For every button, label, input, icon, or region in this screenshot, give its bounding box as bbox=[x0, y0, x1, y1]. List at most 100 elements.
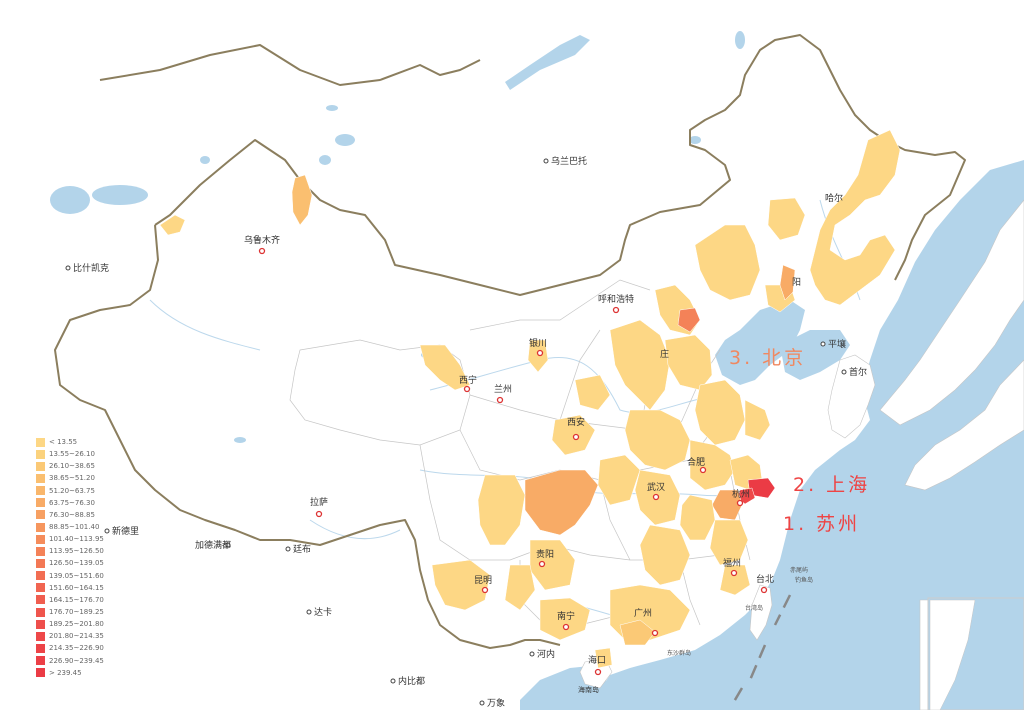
svg-text:阳: 阳 bbox=[792, 277, 801, 288]
legend-item[interactable]: 63.75~76.30 bbox=[36, 497, 126, 509]
svg-text:新德里: 新德里 bbox=[112, 525, 139, 537]
city-shijiazhuang: 庄 bbox=[660, 348, 669, 360]
city-guangzhou: 广州 bbox=[634, 607, 659, 637]
legend-item[interactable]: 38.65~51.20 bbox=[36, 472, 126, 484]
svg-text:海南岛: 海南岛 bbox=[578, 685, 599, 694]
city-thimphu: 廷布 bbox=[285, 543, 311, 555]
svg-text:平壤: 平壤 bbox=[828, 338, 846, 350]
legend-item[interactable]: 226.90~239.45 bbox=[36, 655, 126, 667]
legend-swatch bbox=[36, 571, 45, 581]
city-pyongyang: 平壤 bbox=[820, 338, 846, 350]
legend-swatch bbox=[36, 631, 45, 641]
city-yinchuan: 银川 bbox=[529, 337, 547, 357]
svg-text:达卡: 达卡 bbox=[314, 606, 332, 618]
city-taipei: 台北 bbox=[756, 573, 774, 594]
svg-text:首尔: 首尔 bbox=[849, 366, 867, 378]
svg-text:拉萨: 拉萨 bbox=[310, 496, 328, 508]
city-newdelhi: 新德里 bbox=[104, 525, 139, 537]
city-xian: 西安 bbox=[567, 416, 585, 441]
svg-text:广州: 广州 bbox=[634, 607, 652, 619]
city-dhaka: 达卡 bbox=[306, 606, 332, 618]
legend-item[interactable]: < 13.55 bbox=[36, 436, 126, 448]
legend-item[interactable]: 13.55~26.10 bbox=[36, 448, 126, 460]
svg-text:内比都: 内比都 bbox=[398, 675, 425, 687]
legend-swatch bbox=[36, 643, 45, 653]
svg-text:呼和浩特: 呼和浩特 bbox=[598, 293, 634, 305]
legend-swatch bbox=[36, 473, 45, 483]
svg-text:河内: 河内 bbox=[537, 648, 555, 660]
svg-text:银川: 银川 bbox=[529, 337, 547, 349]
svg-text:合肥: 合肥 bbox=[687, 456, 705, 468]
city-kunming: 昆明 bbox=[474, 575, 492, 594]
legend-swatch bbox=[36, 619, 45, 629]
rank-shanghai: 2. 上海 bbox=[793, 474, 870, 496]
legend-item[interactable]: 164.15~176.70 bbox=[36, 594, 126, 606]
legend-item[interactable]: > 239.45 bbox=[36, 667, 126, 679]
city-hohhot: 呼和浩特 bbox=[598, 293, 634, 314]
legend-item[interactable]: 88.85~101.40 bbox=[36, 521, 126, 533]
city-hanoi: 河内 bbox=[529, 648, 555, 660]
city-hefei: 合肥 bbox=[687, 456, 707, 474]
svg-text:哈尔: 哈尔 bbox=[825, 192, 843, 204]
legend-item[interactable]: 126.50~139.05 bbox=[36, 557, 126, 569]
svg-text:廷布: 廷布 bbox=[293, 543, 311, 555]
svg-text:乌鲁木齐: 乌鲁木齐 bbox=[244, 234, 280, 246]
legend-swatch bbox=[36, 607, 45, 617]
city-naypyidaw: 内比都 bbox=[390, 675, 425, 687]
legend-swatch bbox=[36, 498, 45, 508]
rank-suzhou: 1. 苏州 bbox=[783, 513, 860, 535]
rank-beijing: 3. 北京 bbox=[729, 347, 806, 369]
maritime-boundary bbox=[730, 594, 792, 706]
legend-item[interactable]: 201.80~214.35 bbox=[36, 630, 126, 642]
legend-swatch bbox=[36, 534, 45, 544]
sea-areas bbox=[520, 160, 1024, 710]
svg-text:庄: 庄 bbox=[660, 348, 669, 360]
legend-swatch bbox=[36, 656, 45, 666]
legend-item[interactable]: 101.40~113.95 bbox=[36, 533, 126, 545]
city-seoul: 首尔 bbox=[841, 366, 867, 378]
city-hangzhou: 杭州 bbox=[732, 488, 750, 507]
legend-swatch bbox=[36, 668, 45, 678]
legend-swatch bbox=[36, 449, 45, 459]
legend-swatch bbox=[36, 510, 45, 520]
svg-text:乌兰巴托: 乌兰巴托 bbox=[551, 155, 587, 167]
city-vientiane: 万象 bbox=[479, 697, 505, 709]
legend-item[interactable]: 151.60~164.15 bbox=[36, 582, 126, 594]
svg-text:西宁: 西宁 bbox=[459, 374, 477, 386]
svg-text:贵阳: 贵阳 bbox=[536, 548, 554, 560]
city-markers: 乌鲁木齐 乌兰巴托 比什凯克 呼和浩特 银川 兰州 西安 西宁 bbox=[65, 155, 867, 709]
legend: < 13.55 13.55~26.10 26.10~38.65 38.65~51… bbox=[36, 436, 126, 679]
legend-item[interactable]: 76.30~88.85 bbox=[36, 509, 126, 521]
legend-item[interactable]: 214.35~226.90 bbox=[36, 642, 126, 654]
svg-text:福州: 福州 bbox=[723, 557, 741, 569]
lakes bbox=[50, 31, 745, 443]
city-fuzhou: 福州 bbox=[723, 557, 741, 577]
svg-text:兰州: 兰州 bbox=[494, 383, 512, 395]
svg-text:海口: 海口 bbox=[588, 654, 606, 666]
svg-text:东沙群岛: 东沙群岛 bbox=[667, 649, 691, 657]
city-kathmandu: 加德满都 bbox=[195, 539, 231, 551]
legend-item[interactable]: 26.10~38.65 bbox=[36, 460, 126, 472]
legend-swatch bbox=[36, 595, 45, 605]
legend-item[interactable]: 176.70~189.25 bbox=[36, 606, 126, 618]
legend-item[interactable]: 51.20~63.75 bbox=[36, 485, 126, 497]
svg-text:杭州: 杭州 bbox=[732, 488, 750, 500]
city-guiyang: 贵阳 bbox=[536, 548, 554, 568]
ranking-labels: 3. 北京 2. 上海 1. 苏州 bbox=[729, 347, 870, 535]
svg-text:比什凯克: 比什凯克 bbox=[73, 262, 109, 274]
legend-swatch bbox=[36, 583, 45, 593]
city-harbin: 哈尔 bbox=[825, 192, 843, 204]
legend-item[interactable]: 189.25~201.80 bbox=[36, 618, 126, 630]
svg-text:台北: 台北 bbox=[756, 573, 774, 585]
heat-regions bbox=[159, 129, 901, 669]
legend-swatch bbox=[36, 486, 45, 496]
taiwan-island bbox=[749, 584, 773, 641]
svg-text:台湾岛: 台湾岛 bbox=[745, 604, 763, 612]
svg-text:西安: 西安 bbox=[567, 416, 585, 428]
legend-item[interactable]: 113.95~126.50 bbox=[36, 545, 126, 557]
legend-item[interactable]: 139.05~151.60 bbox=[36, 570, 126, 582]
city-xining: 西宁 bbox=[459, 374, 477, 393]
city-nanning: 南宁 bbox=[557, 610, 575, 631]
city-lanzhou: 兰州 bbox=[494, 383, 512, 404]
